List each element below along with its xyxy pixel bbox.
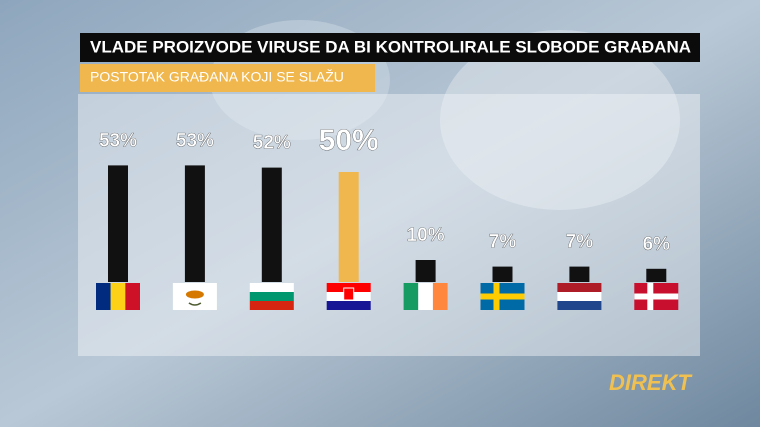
flag-part xyxy=(480,293,525,300)
subtitle-bar xyxy=(80,64,375,92)
value-label: 7% xyxy=(489,232,517,253)
flag-part xyxy=(634,293,679,300)
flag-part xyxy=(110,283,126,310)
flag-part xyxy=(418,283,433,310)
chart-subtitle: POSTOTAK GRAĐANA KOJI SE SLAŽU xyxy=(90,69,344,85)
value-label: 50% xyxy=(319,124,379,157)
flag-part xyxy=(249,301,294,310)
flag-part xyxy=(557,292,602,301)
flag xyxy=(172,283,217,310)
flag-part xyxy=(432,283,448,310)
flag xyxy=(249,283,294,310)
logo: DIREKT xyxy=(609,370,692,395)
flag xyxy=(403,283,448,310)
flag-part xyxy=(343,287,355,301)
value-label: 52% xyxy=(253,133,291,154)
value-label: 53% xyxy=(176,130,214,151)
flag-part xyxy=(403,283,419,310)
flag-part xyxy=(185,290,204,299)
flag-part xyxy=(249,283,294,292)
flag-part xyxy=(96,283,111,310)
value-label: 7% xyxy=(566,232,594,253)
flag-part xyxy=(557,283,602,292)
bar xyxy=(338,172,359,282)
flag xyxy=(96,283,140,310)
flag-part xyxy=(249,292,294,301)
chart-title: VLADE PROIZVODE VIRUSE DA BI KONTROLIRAL… xyxy=(90,37,691,56)
plot: 53% 53% 52% 50% 10% 7% 7% 6% xyxy=(96,124,679,310)
flag xyxy=(634,283,679,310)
bar xyxy=(415,260,436,282)
flag-part xyxy=(188,302,202,306)
value-label: 10% xyxy=(407,225,445,246)
bar xyxy=(261,167,282,282)
flag-part xyxy=(125,283,140,310)
title-bar xyxy=(80,33,700,62)
flag xyxy=(557,283,602,310)
bar xyxy=(108,165,128,282)
flag xyxy=(480,283,525,310)
bar xyxy=(646,268,667,282)
bar xyxy=(184,165,205,282)
bar xyxy=(492,266,513,282)
value-label: 53% xyxy=(99,130,137,151)
panel xyxy=(78,94,700,356)
background-shape xyxy=(440,30,680,210)
flag-part xyxy=(326,301,371,310)
flag-part xyxy=(557,301,602,310)
flag xyxy=(326,283,371,310)
bar xyxy=(569,266,590,282)
value-label: 6% xyxy=(643,234,671,255)
